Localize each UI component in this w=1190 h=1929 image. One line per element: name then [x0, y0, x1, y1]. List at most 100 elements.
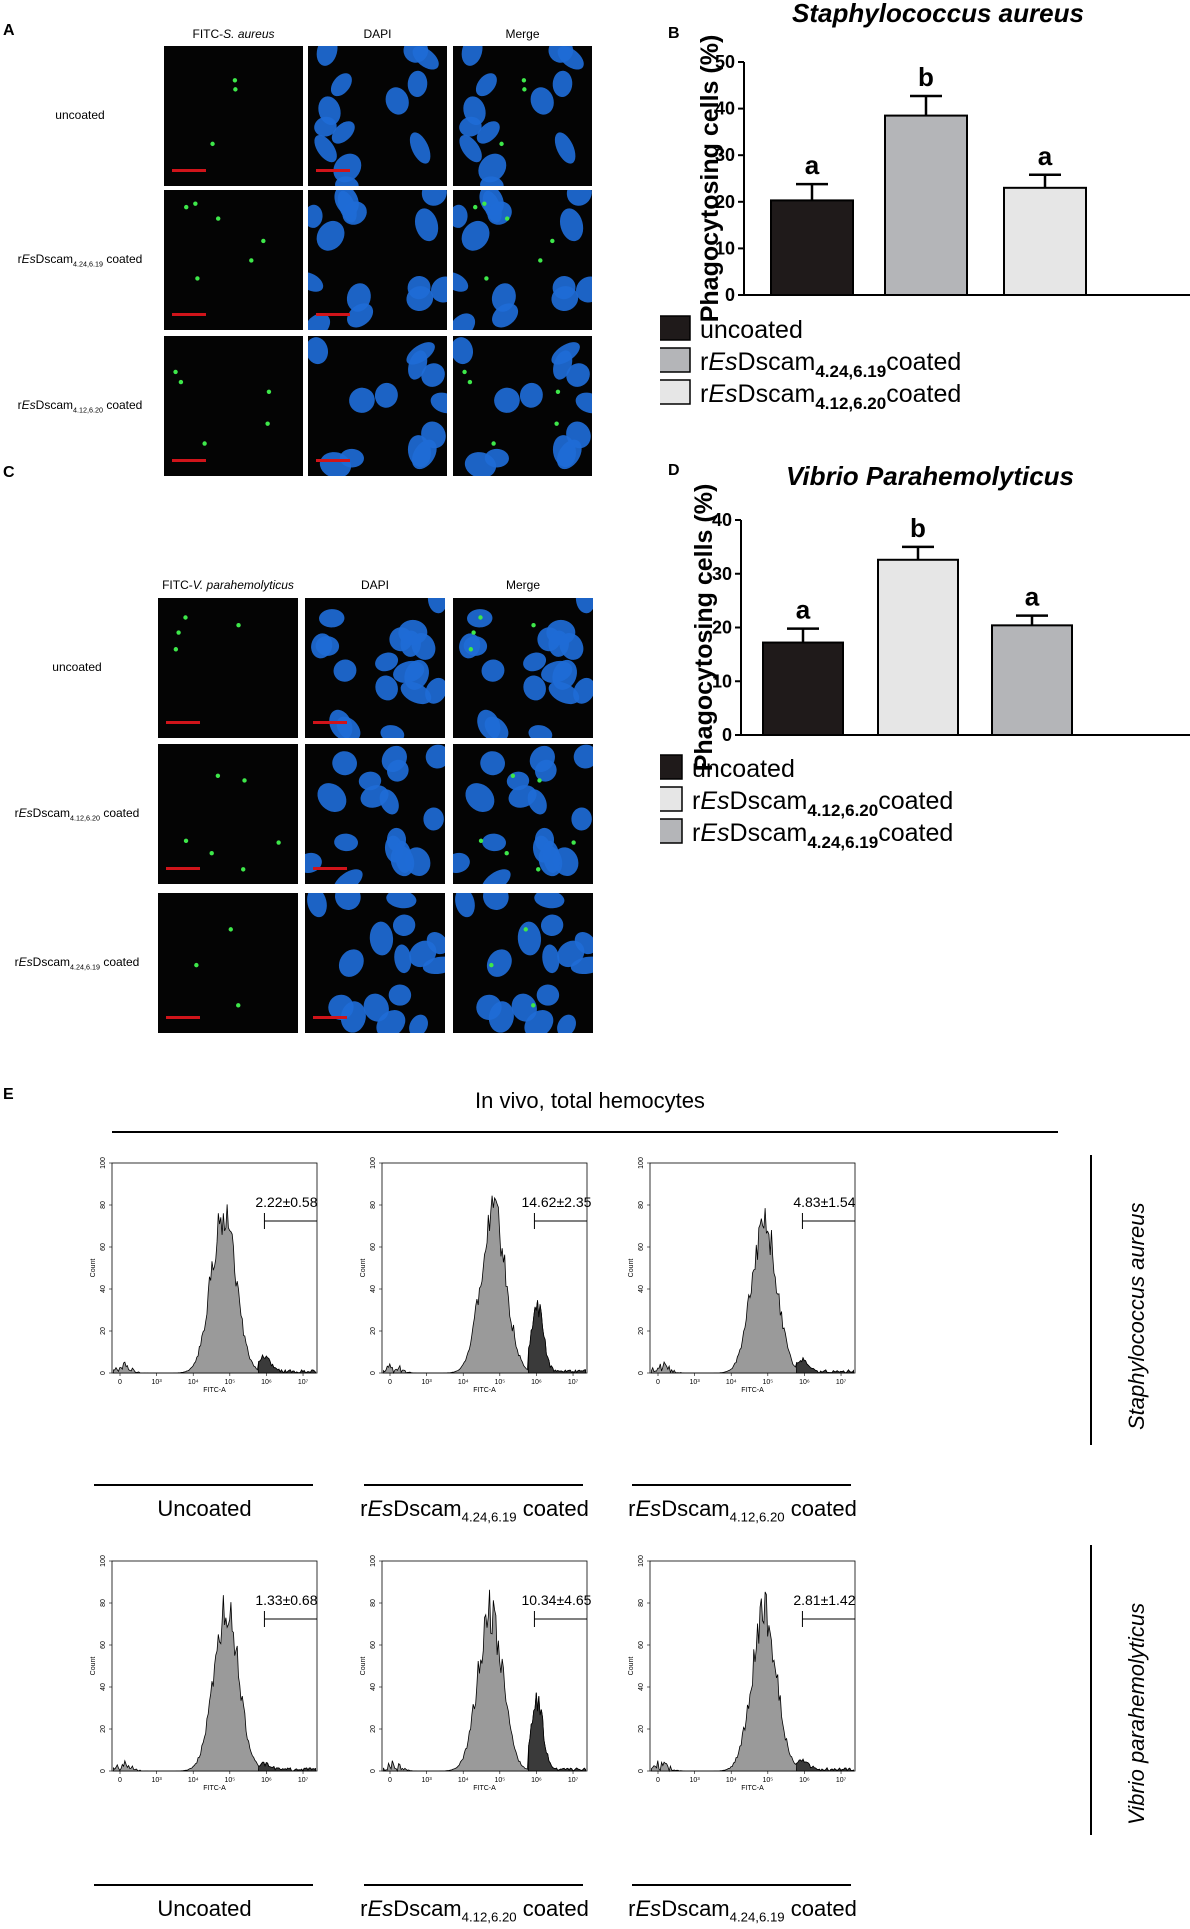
- bacterium: [571, 840, 576, 845]
- x-tick-label: 0: [118, 1777, 122, 1784]
- y-tick-label: 100: [370, 1555, 377, 1567]
- bacterium: [209, 851, 214, 856]
- bacterium: [265, 421, 270, 426]
- nucleus: [461, 46, 483, 66]
- y-tick-label: 40: [100, 1683, 107, 1691]
- y-tick-label: 80: [370, 1599, 377, 1607]
- bacterium: [194, 962, 199, 968]
- scale-bar: [313, 867, 347, 870]
- gated-population: [796, 1356, 854, 1374]
- gate-percentage: 14.62±2.35: [521, 1194, 591, 1210]
- merge-image: [453, 46, 592, 186]
- x-axis-label: FITC-A: [741, 1785, 764, 1792]
- y-tick-label: 30: [715, 145, 735, 165]
- nucleus: [380, 725, 405, 738]
- legend-label: rEsDscam4.24,6.19coated: [692, 819, 953, 852]
- bacterium: [210, 141, 215, 147]
- nucleus: [453, 852, 470, 874]
- panel-letter-e: E: [3, 1086, 14, 1103]
- bacterium: [195, 276, 200, 281]
- legend-swatch: [660, 786, 683, 812]
- nucleus: [574, 931, 593, 955]
- bacterium: [468, 647, 474, 652]
- bacterium: [176, 630, 181, 635]
- bacterium: [510, 773, 516, 779]
- nucleus: [393, 660, 425, 683]
- column-header-1: FITC-V. parahemolyticus: [162, 578, 294, 592]
- y-tick-label: 0: [370, 1371, 377, 1375]
- x-axis-label: FITC-A: [203, 1785, 226, 1792]
- scale-bar: [316, 459, 350, 462]
- x-tick-label: 10⁶: [531, 1379, 542, 1386]
- legend-swatch: [660, 315, 691, 341]
- histogram-curve: [651, 1208, 854, 1374]
- nucleus: [453, 337, 474, 365]
- bacterium: [504, 851, 509, 856]
- nucleus: [407, 435, 432, 468]
- fitc-image: [164, 190, 303, 330]
- y-tick-label: 60: [638, 1243, 645, 1251]
- nucleus: [465, 783, 495, 812]
- organism-side-label: Staphylococcus aureus: [1124, 1202, 1149, 1430]
- nucleus: [541, 660, 573, 683]
- bacterium: [523, 927, 528, 932]
- nucleus: [530, 87, 554, 115]
- nucleus: [476, 121, 500, 144]
- x-tick-label: 10⁷: [836, 1777, 847, 1784]
- y-axis-label: Phagocytosing cells (%): [696, 35, 724, 323]
- x-tick-label: 0: [388, 1379, 392, 1386]
- histogram-plot: 0 20 40 60 80 100 Count 0 10³ 10⁴ 10⁵ 10⁶ 10⁷ FITC-A 1…: [360, 1157, 592, 1394]
- panel-e-title-rule: [112, 1131, 1058, 1133]
- x-tick-label: 10⁵: [762, 1379, 773, 1386]
- x-tick-label: 0: [118, 1379, 122, 1386]
- nucleus: [330, 73, 352, 97]
- nucleus: [494, 387, 520, 413]
- y-axis-label: Phagocytosing cells (%): [690, 484, 718, 772]
- nucleus: [552, 70, 573, 98]
- y-axis-label: Count: [90, 1259, 97, 1278]
- bacterium: [184, 204, 189, 210]
- bacterium: [276, 840, 281, 845]
- nucleus: [400, 681, 432, 705]
- nucleus: [333, 869, 363, 884]
- bacterium: [232, 78, 238, 83]
- nucleus: [557, 1014, 576, 1033]
- gated-population: [528, 1692, 586, 1772]
- y-tick-label: 100: [638, 1555, 645, 1567]
- dapi-image: [308, 336, 447, 476]
- nucleus: [333, 659, 357, 682]
- bacterium: [491, 441, 496, 446]
- gate-percentage: 1.33±0.68: [255, 1592, 317, 1608]
- y-tick-label: 80: [100, 1599, 107, 1607]
- nucleus: [481, 659, 505, 682]
- y-tick-label: 100: [370, 1157, 377, 1169]
- nucleus: [573, 744, 593, 769]
- significance-letter: b: [910, 513, 926, 543]
- panel-letter-a: A: [3, 22, 15, 39]
- significance-letter: a: [1038, 141, 1053, 171]
- gated-population: [528, 1300, 586, 1374]
- x-tick-label: 10⁶: [799, 1379, 810, 1386]
- bacterium: [249, 258, 254, 263]
- nucleus: [407, 70, 428, 98]
- nucleus: [537, 627, 561, 652]
- y-tick-label: 50: [715, 52, 735, 72]
- nucleus: [318, 96, 341, 126]
- nucleus: [409, 132, 431, 164]
- nucleus: [552, 435, 577, 468]
- bacterium: [183, 615, 188, 620]
- nucleus: [394, 840, 412, 874]
- fitc-image: [158, 598, 298, 738]
- nucleus: [566, 190, 592, 206]
- nucleus: [527, 789, 547, 815]
- histogram-plot: 0 20 40 60 80 100 Count 0 10³ 10⁴ 10⁵ 10⁶ 10⁷ FITC-A 2…: [90, 1157, 318, 1394]
- scale-bar: [313, 1016, 347, 1019]
- row-label-1: uncoated: [55, 108, 105, 122]
- nucleus: [376, 1010, 406, 1033]
- panel-letter: D: [668, 462, 680, 479]
- fitc-image: [164, 336, 303, 476]
- x-axis-label: FITC-A: [473, 1785, 496, 1792]
- caption-rule: [364, 1884, 583, 1886]
- bacterium: [215, 773, 221, 779]
- y-tick-label: 10: [715, 238, 735, 258]
